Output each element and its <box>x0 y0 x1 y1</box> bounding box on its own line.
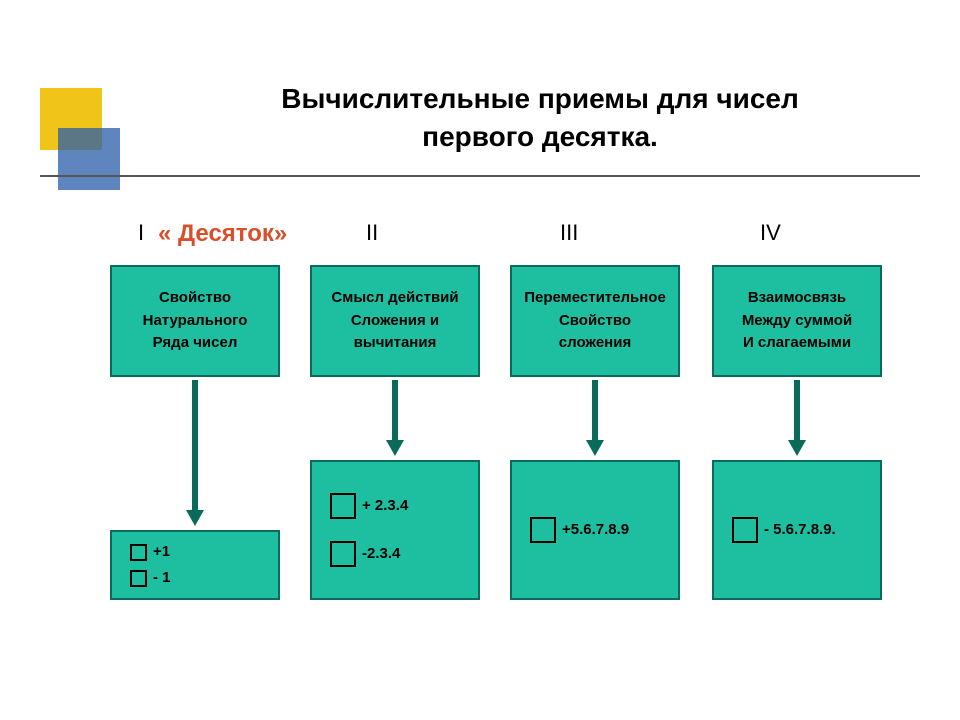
top-box-4: Взаимосвязь Между суммой И слагаемыми <box>712 265 882 377</box>
bot-row: - 5.6.7.8.9. <box>732 517 836 543</box>
roman-4: IV <box>760 220 781 246</box>
square-icon <box>732 517 758 543</box>
arrow-1 <box>186 380 204 526</box>
top-box-1: Свойство Натурального Ряда чисел <box>110 265 280 377</box>
top-box-1-line: Ряда чисел <box>153 332 238 355</box>
bot-box-1: +1 - 1 <box>110 530 280 600</box>
top-box-4-line: Взаимосвязь <box>748 287 846 310</box>
bot-row: +5.6.7.8.9 <box>530 517 629 543</box>
square-icon <box>330 541 356 567</box>
top-box-4-line: И слагаемыми <box>743 332 851 355</box>
deco-square-blue <box>58 128 120 190</box>
top-box-3-line: Переместительное <box>524 287 666 310</box>
top-box-3-line: сложения <box>559 332 631 355</box>
divider-line <box>40 175 920 177</box>
bot-box-3: +5.6.7.8.9 <box>510 460 680 600</box>
bot-row: - 1 <box>130 569 171 587</box>
top-box-3-line: Свойство <box>559 310 631 333</box>
square-icon <box>330 493 356 519</box>
top-box-2-line: Сложения и <box>351 310 439 333</box>
bot-text: +5.6.7.8.9 <box>562 521 629 538</box>
bot-text: +1 <box>153 543 170 560</box>
top-box-4-line: Между суммой <box>742 310 852 333</box>
top-box-2-line: Смысл действий <box>331 287 458 310</box>
square-icon <box>130 544 147 561</box>
roman-1: I <box>138 220 144 246</box>
bot-box-4: - 5.6.7.8.9. <box>712 460 882 600</box>
square-icon <box>530 517 556 543</box>
bot-text: - 1 <box>153 569 171 586</box>
top-box-1-line: Свойство <box>159 287 231 310</box>
bot-row: + 2.3.4 <box>330 493 408 519</box>
bot-box-2: + 2.3.4 -2.3.4 <box>310 460 480 600</box>
bot-row: +1 <box>130 543 170 561</box>
top-box-1-line: Натурального <box>143 310 248 333</box>
top-box-3: Переместительное Свойство сложения <box>510 265 680 377</box>
top-box-2: Смысл действий Сложения и вычитания <box>310 265 480 377</box>
top-box-2-line: вычитания <box>354 332 437 355</box>
roman-3: III <box>560 220 578 246</box>
highlight-label: « Десяток» <box>158 220 287 248</box>
bot-text: -2.3.4 <box>362 545 400 562</box>
bot-row: -2.3.4 <box>330 541 400 567</box>
roman-2: II <box>366 220 378 246</box>
page-title: Вычислительные приемы для чисел первого … <box>180 80 900 156</box>
square-icon <box>130 570 147 587</box>
arrow-3 <box>586 380 604 456</box>
arrow-2 <box>386 380 404 456</box>
bot-text: - 5.6.7.8.9. <box>764 521 836 538</box>
title-line-1: Вычислительные приемы для чисел <box>281 83 799 114</box>
bot-text: + 2.3.4 <box>362 497 408 514</box>
arrow-4 <box>788 380 806 456</box>
title-line-2: первого десятка. <box>422 121 658 152</box>
